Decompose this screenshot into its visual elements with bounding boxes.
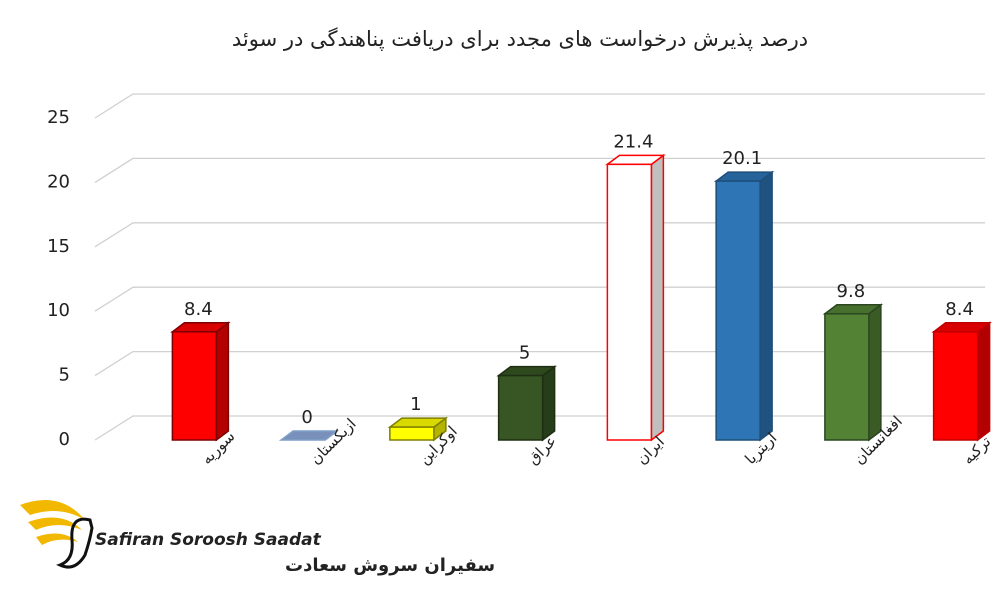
bar-side — [215, 321, 230, 442]
grid-line — [94, 415, 985, 441]
bar — [389, 426, 435, 441]
x-tick-label: ازبکستان — [306, 415, 359, 468]
y-tick-label: 10 — [47, 300, 70, 321]
bar — [932, 331, 979, 441]
bar-side — [759, 170, 773, 442]
logo-wing — [20, 500, 85, 545]
grid-line — [94, 157, 985, 183]
bar — [606, 163, 653, 441]
bar-side — [650, 153, 665, 442]
logo: Safiran Soroosh Saadat سفیران سروش سعادت — [20, 500, 495, 576]
bar — [497, 374, 544, 441]
grid-line — [94, 350, 985, 377]
value-label: 8.4 — [945, 299, 974, 320]
grid-line — [94, 286, 985, 312]
bar-top — [278, 430, 340, 441]
bar — [715, 180, 761, 441]
value-label: 0 — [301, 407, 312, 428]
chart-title: درصد پذیرش درخواست های مجدد برای دریافت … — [232, 27, 808, 51]
grid-line — [94, 93, 985, 119]
value-label: 20.1 — [722, 148, 762, 169]
y-tick-label: 25 — [47, 107, 70, 128]
value-label: 1 — [410, 394, 421, 415]
y-tick-label: 20 — [47, 171, 70, 192]
bar — [824, 313, 870, 441]
logo-persian: سفیران سروش سعادت — [285, 555, 495, 576]
value-label: 9.8 — [837, 281, 866, 302]
bar — [171, 331, 218, 441]
grid-line — [94, 222, 985, 248]
bar-side — [976, 321, 991, 442]
y-tick-label: 5 — [59, 365, 70, 386]
y-tick-label: 0 — [59, 429, 70, 450]
y-tick-label: 15 — [47, 236, 70, 257]
logo-swirl — [56, 517, 94, 569]
bar-side — [868, 303, 882, 442]
value-label: 21.4 — [613, 131, 653, 152]
value-label: 8.4 — [184, 299, 213, 320]
logo-latin: Safiran Soroosh Saadat — [95, 530, 322, 550]
bar-side — [541, 365, 556, 442]
value-label: 5 — [519, 343, 530, 364]
